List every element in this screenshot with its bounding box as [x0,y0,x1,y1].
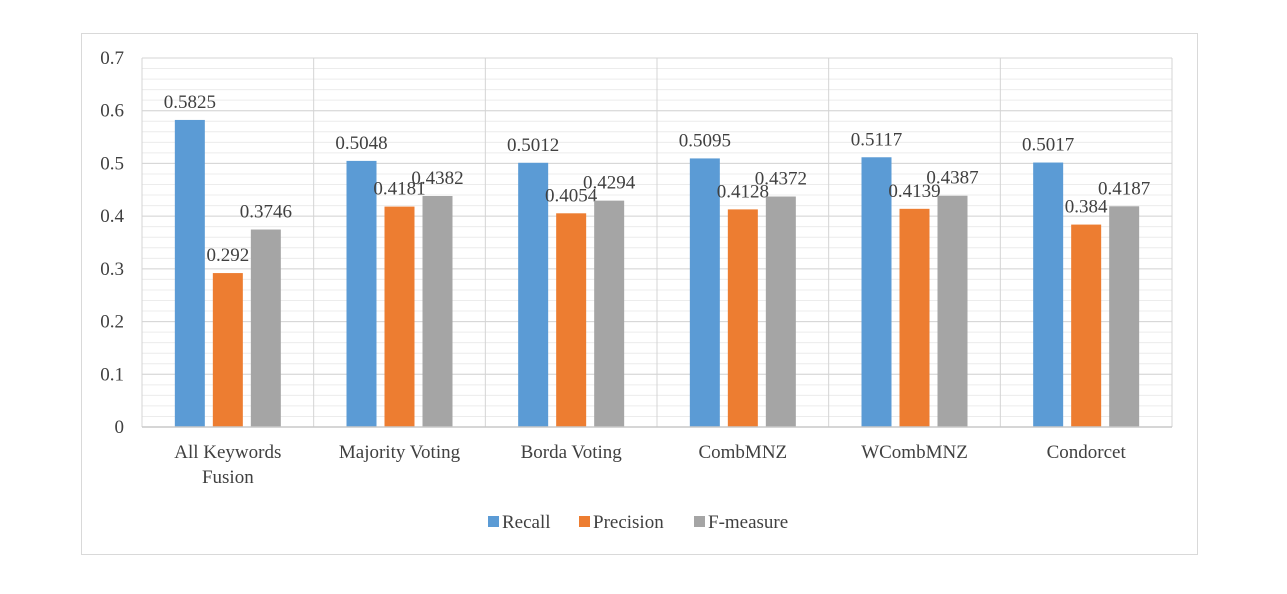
bar-recall [518,162,549,427]
y-tick-label: 0.4 [100,206,124,227]
data-label: 0.4181 [373,179,425,200]
legend-swatch-recall [488,516,499,527]
data-label: 0.4294 [583,173,636,194]
bar-precision [899,208,930,427]
x-category-label: Fusion [202,467,254,488]
bar-recall [174,119,205,428]
legend-swatch-f-measure [694,516,705,527]
data-label: 0.4054 [545,185,598,206]
data-label: 0.4372 [755,169,807,190]
bar-precision [727,209,758,427]
bar-f-measure [1109,206,1140,427]
bar-f-measure [765,196,796,427]
x-category-label: Condorcet [1047,442,1127,463]
bar-f-measure [594,200,625,427]
data-label: 0.292 [206,245,249,266]
data-label: 0.5095 [679,130,731,151]
bar-f-measure [937,195,968,427]
bar-precision [556,213,587,427]
y-tick-label: 0.2 [100,312,124,333]
data-label: 0.3746 [240,202,292,223]
y-tick-label: 0.1 [100,364,124,385]
bar-precision [1071,224,1102,427]
bar-recall [1033,162,1064,428]
data-label: 0.384 [1065,197,1108,218]
legend-label-f-measure: F-measure [708,512,788,533]
bar-f-measure [422,196,453,427]
data-label: 0.5825 [164,92,216,113]
x-category-label: Borda Voting [521,442,623,463]
legend-label-recall: Recall [502,512,551,533]
bar-recall [689,158,720,427]
data-label: 0.4382 [411,168,463,189]
data-label: 0.4128 [717,181,769,202]
legend-swatch-precision [579,516,590,527]
y-tick-label: 0.7 [100,48,124,69]
data-label: 0.5048 [335,133,387,154]
y-tick-label: 0.6 [100,101,124,122]
bar-recall [861,157,892,428]
data-label: 0.4187 [1098,178,1150,199]
data-label: 0.4139 [888,181,940,202]
y-tick-label: 0.5 [100,153,124,174]
data-label: 0.5012 [507,135,559,156]
legend-label-precision: Precision [593,512,664,533]
x-category-label: WCombMNZ [861,442,968,463]
x-category-label: All Keywords [174,442,281,463]
y-tick-label: 0.3 [100,259,124,280]
data-label: 0.5017 [1022,135,1074,156]
x-category-label: CombMNZ [698,442,787,463]
data-label: 0.4387 [926,168,978,189]
x-category-label: Majority Voting [339,442,461,463]
y-tick-label: 0 [115,417,125,438]
bar-f-measure [250,229,281,427]
bar-recall [346,160,377,427]
bar-precision [212,273,243,427]
bar-precision [384,206,415,427]
data-label: 0.5117 [851,129,903,150]
